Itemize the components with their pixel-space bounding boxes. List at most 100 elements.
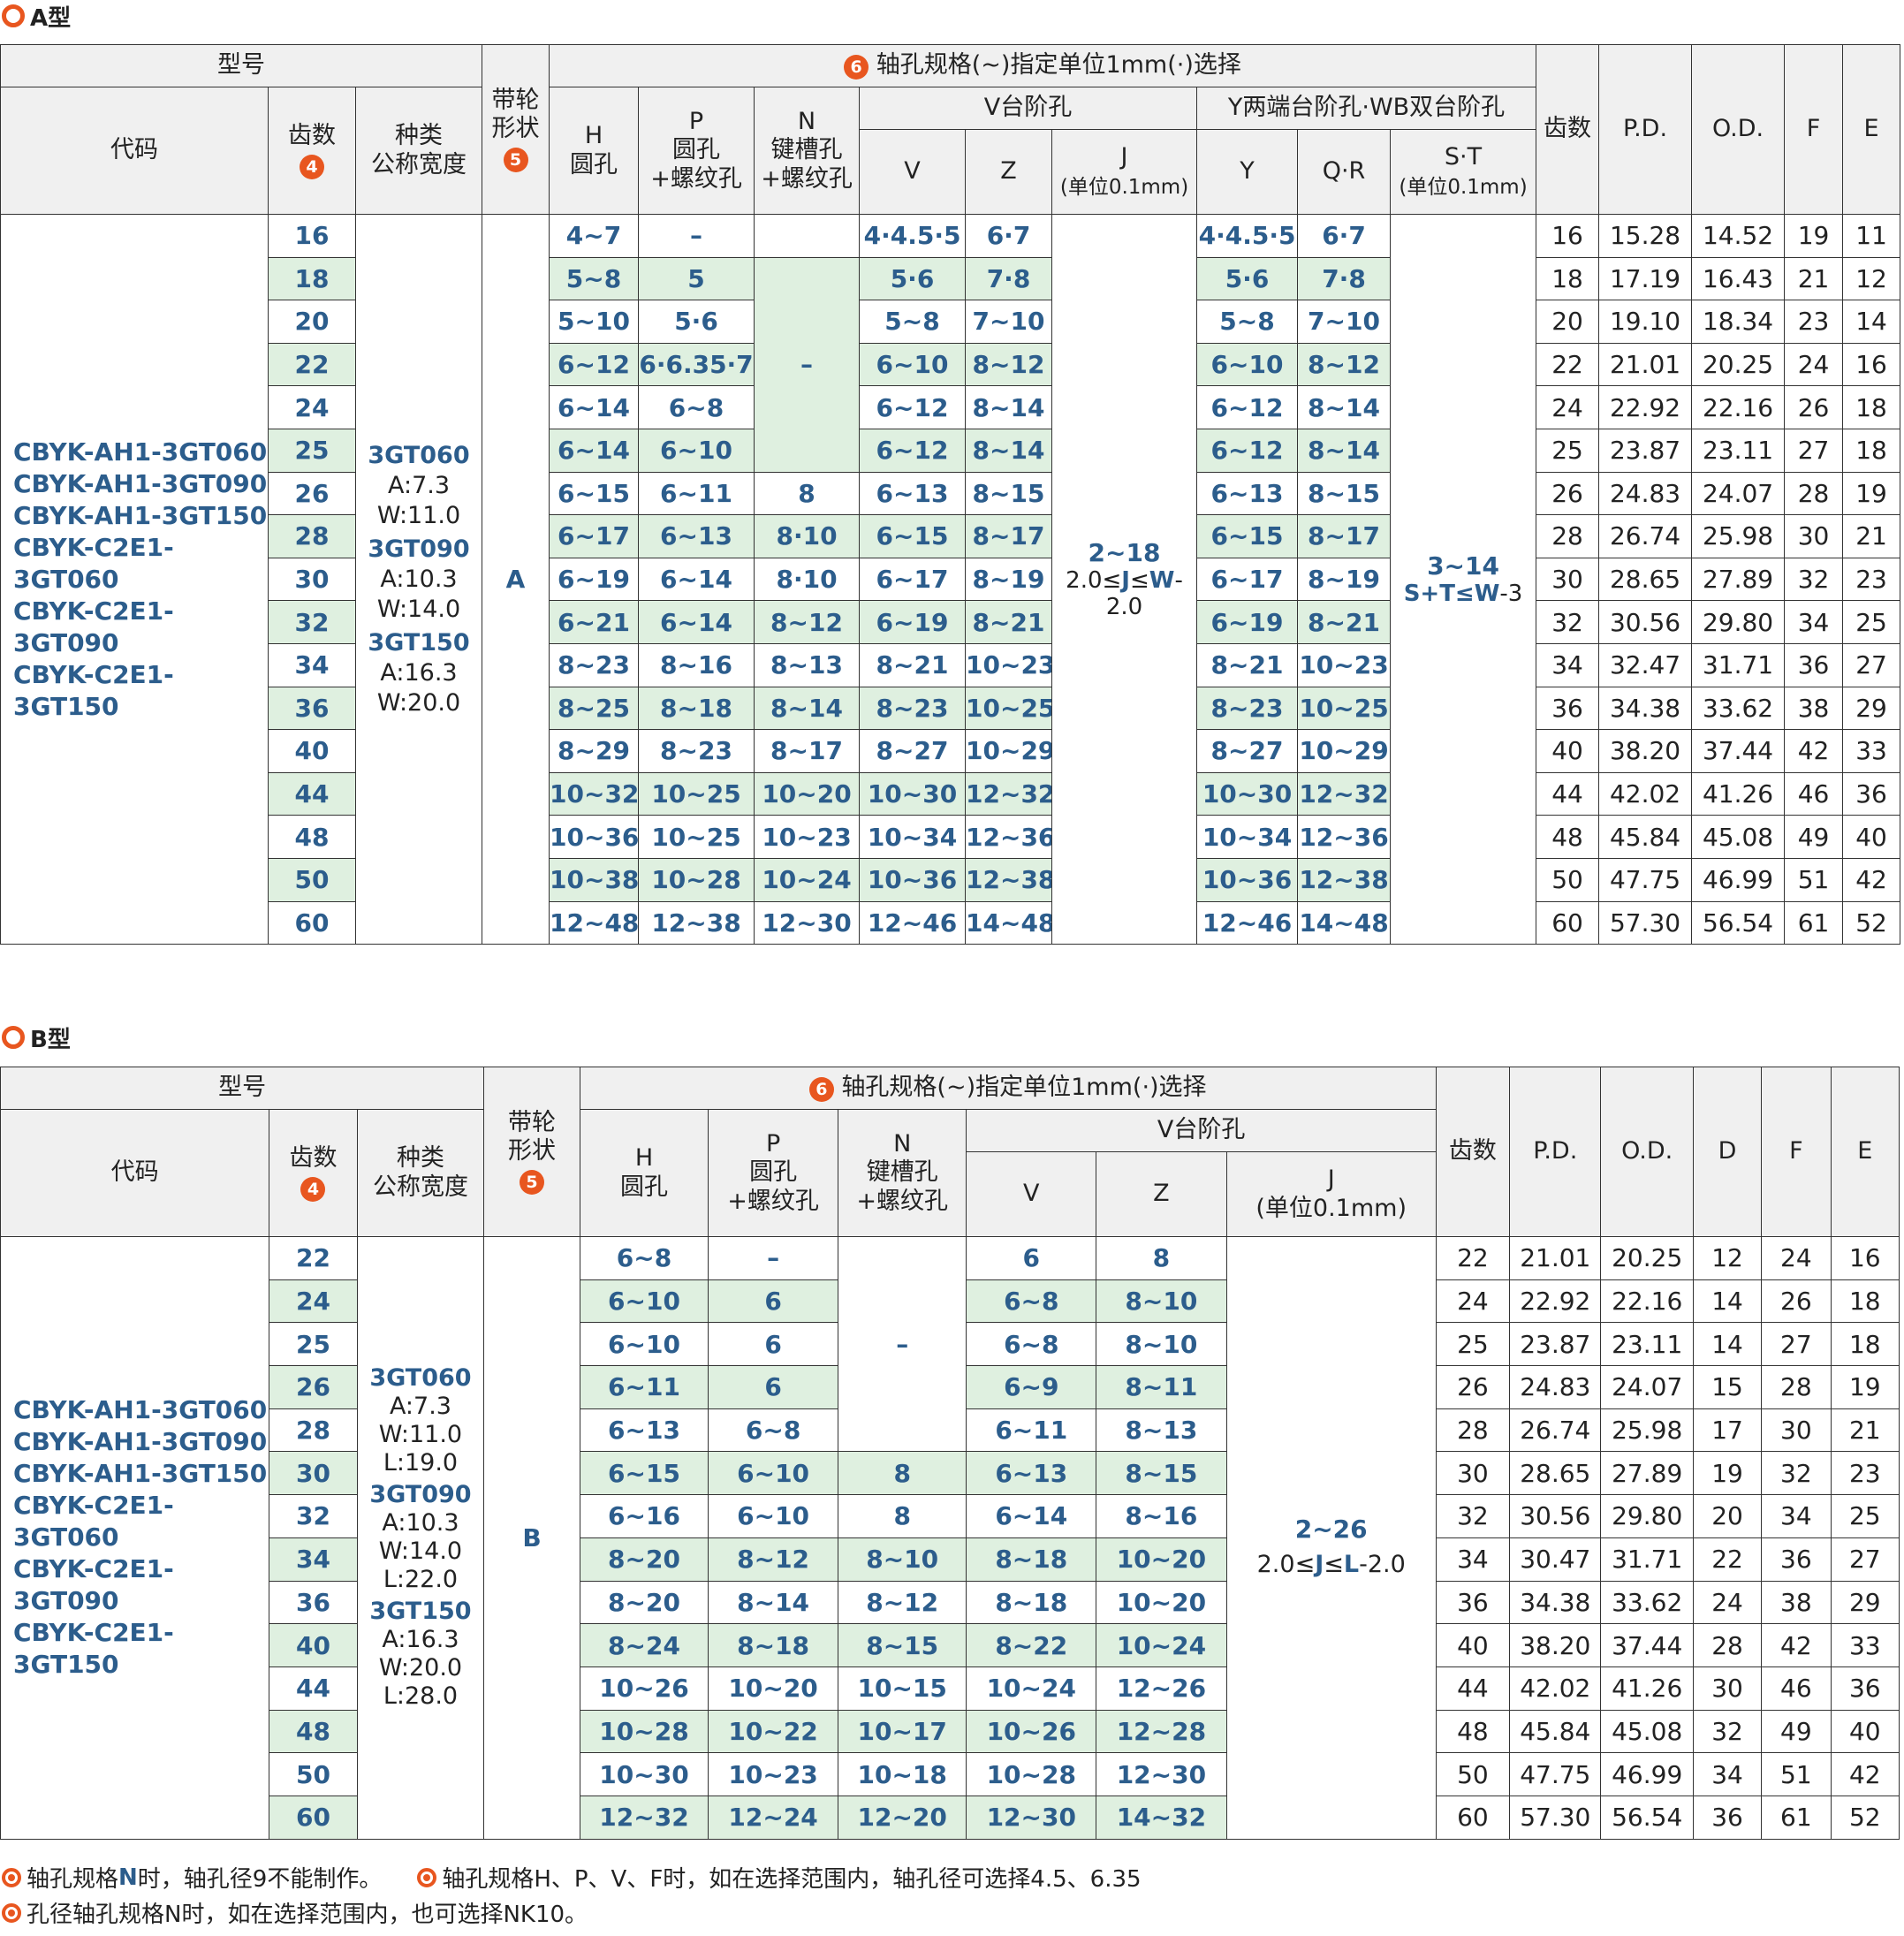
kind-name: 3GT150 [369,1598,472,1626]
e-cell: 12 [1842,256,1901,301]
z-cell: 8~17 [965,514,1053,558]
h-cell: 6~13 [579,1408,709,1453]
p-cell: 5·6 [638,300,755,344]
v-cell: 6~13 [966,1451,1097,1496]
e-cell: 23 [1830,1451,1900,1496]
f-cell: 42 [1784,729,1844,773]
z-cell: 8~11 [1096,1365,1227,1409]
table-row: 36 8~25 8~18 8~14 8~23 10~25 8~23 10~25 36 34.38 3… [1,686,1901,731]
pd-cell: 34.38 [1509,1580,1602,1625]
kind-cell: 3GT060 A:7.3 W:11.0 L:19.0 3GT090 A:10.3 W:14.… [356,1236,485,1840]
j-range: 2~18 [1088,538,1161,568]
d-cell: 22 [1692,1537,1763,1582]
v-cell: 6 [966,1236,1097,1280]
h-cell: 6~10 [579,1322,709,1367]
h-header: H 圆孔 [549,87,640,215]
e-cell: 52 [1830,1795,1900,1840]
pd-cell: 42.02 [1598,771,1693,816]
n-cell: 8~12 [837,1580,967,1625]
pd-cell: 38.20 [1509,1623,1602,1667]
p-cell: 12~38 [638,900,755,945]
n-cell: 8·10 [754,514,861,558]
table-row: CBYK-AH1-3GT060 CBYK-AH1-3GT090 CBYK-AH1-3… [0,1235,1900,1840]
table-row: 40 8~24 8~18 8~15 8~22 10~24 40 38.20 37.44 28 42 3… [1,1623,1900,1667]
h-cell: 6~12 [549,342,640,387]
v-header: V [966,1151,1097,1237]
h-cell: 5~10 [549,300,640,344]
pd-cell: 57.30 [1598,900,1693,945]
table-row: 24 6~14 6~8 6~12 8~14 6~12 8~14 24 22.92 22.16 26 1… [1,385,1901,429]
od-cell: 45.08 [1691,815,1786,859]
table-row: 28 6~17 6~13 8·10 6~15 8~17 6~15 8~17 28 26.74 25.… [1,514,1901,558]
kind-a: A:10.3 [382,1509,459,1537]
v-cell: 6~12 [859,385,967,429]
pd-cell: 17.19 [1598,256,1693,301]
v-cell: 6~8 [966,1279,1097,1324]
pd-cell: 57.30 [1509,1795,1602,1840]
od-header: O.D. [1600,1067,1694,1237]
code-header: 代码 [0,87,269,215]
z-cell: 10~29 [965,729,1053,773]
od-cell: 23.11 [1691,428,1786,473]
qr-cell: 8~21 [1297,600,1392,644]
n-cell: 8~13 [754,642,861,687]
v-cell: 8~27 [859,729,967,773]
model-code: CBYK-AH1-3GT150 [13,1459,268,1489]
n-cell: 10~24 [754,857,861,902]
kind-name: 3GT060 [369,1364,472,1393]
z-cell: 12~26 [1096,1666,1227,1711]
kind-header: 种类 公称宽度 [356,1109,485,1237]
model-code: CBYK-C2E1-3GT150 [13,1618,174,1680]
y-cell: 6~15 [1196,514,1299,558]
footnote-1: 轴孔规格 N 时，轴孔径9不能制作。 轴孔规格H、P、V、F时，如在选择范围内，轴孔… [2,1861,1142,1894]
e-header: E [1842,44,1901,215]
h-cell: 10~28 [579,1709,709,1754]
h-cell: 6~8 [579,1236,709,1280]
teeth2-cell: 26 [1536,471,1600,516]
n-cell: 8~12 [754,600,861,644]
j-header: J (单位0.1mm) [1051,129,1198,215]
badge-6-icon: 6 [808,1077,834,1103]
qr-cell: 12~38 [1297,857,1392,902]
f-header: F [1784,44,1844,215]
p-cell: 6~11 [638,471,755,516]
h-cell: 6~11 [579,1365,709,1409]
d-cell: 34 [1692,1752,1763,1796]
st-range-cell: 3~14 S+T≤W-3 [1390,213,1537,945]
f-cell: 51 [1761,1752,1832,1796]
f-cell: 24 [1784,342,1844,387]
j-range: 2~26 [1294,1515,1368,1545]
od-cell: 56.54 [1691,900,1786,945]
z-cell: 8 [1096,1236,1227,1280]
teeth-cell: 32 [269,1494,358,1538]
pd-cell: 30.56 [1598,600,1693,644]
teeth2-cell: 50 [1536,857,1600,902]
p-cell: 12~24 [708,1795,838,1840]
teeth-cell: 44 [268,771,356,816]
table-row: 30 6~19 6~14 8·10 6~17 8~19 6~17 8~19 30 28.65 27.… [1,557,1901,602]
e-cell: 33 [1830,1623,1900,1667]
od-cell: 37.44 [1600,1623,1694,1667]
badge-5-icon: 5 [503,147,528,172]
pd-cell: 21.01 [1509,1236,1602,1280]
p-cell: 6~10 [708,1494,838,1538]
y-cell: 8~21 [1196,642,1299,687]
badge-4-icon: 4 [300,154,324,179]
y-cell: 10~30 [1196,771,1299,816]
pd-cell: 28.65 [1598,557,1693,602]
circle-bullet-icon [2,4,25,27]
teeth-cell: 48 [269,1709,358,1754]
badge-6-icon: 6 [844,55,869,80]
n-cell: 10~20 [754,771,861,816]
z-cell: 10~25 [965,686,1053,731]
h-cell: 6~10 [579,1279,709,1324]
e-cell: 40 [1842,815,1901,859]
kind-name: 3GT090 [368,535,470,563]
h-cell: 10~30 [579,1752,709,1796]
teeth2-header: 齿数 [1435,1067,1511,1237]
f-cell: 21 [1784,256,1844,301]
qr-cell: 8~19 [1297,557,1392,602]
z-cell: 6·7 [965,214,1053,258]
st-condition: S+T≤W-3 [1403,581,1523,608]
n-cell: 12~20 [837,1795,967,1840]
